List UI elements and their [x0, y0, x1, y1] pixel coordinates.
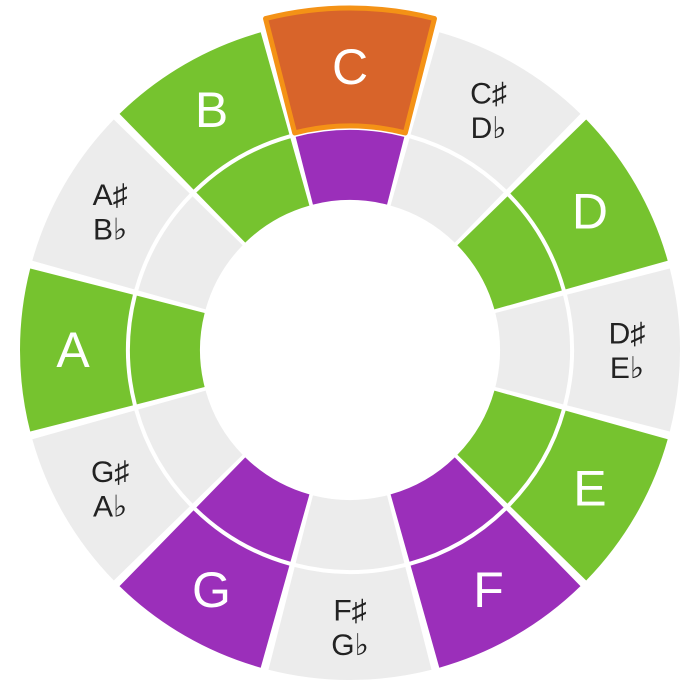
segment-b-label: B — [195, 82, 228, 138]
segment-d-sharp[interactable] — [567, 268, 680, 431]
segment-f-sharp-label: F♯G♭ — [331, 594, 369, 662]
segment-d-sharp-label: D♯E♭ — [609, 317, 646, 385]
segment-c-sharp-label: C♯D♭ — [470, 77, 507, 145]
segment-a-label: A — [56, 322, 90, 378]
segment-a-inner[interactable] — [130, 296, 205, 405]
segment-c-inner[interactable] — [296, 130, 405, 205]
segment-a-sharp-label: A♯B♭ — [93, 179, 128, 247]
segment-c-label: C — [332, 39, 368, 95]
segment-g-sharp-label: G♯A♭ — [91, 456, 129, 524]
segment-f-sharp-inner[interactable] — [296, 495, 405, 570]
note-wheel: C C♯D♭ D D♯E♭ E F F♯G♭ G G♯A♭ A A♯B♭ B — [0, 0, 700, 700]
segment-f-label: F — [473, 562, 504, 618]
segment-g-label: G — [192, 562, 231, 618]
segment-d-label: D — [572, 184, 608, 240]
segment-e-label: E — [573, 461, 606, 517]
segment-d-sharp-inner[interactable] — [495, 296, 570, 405]
